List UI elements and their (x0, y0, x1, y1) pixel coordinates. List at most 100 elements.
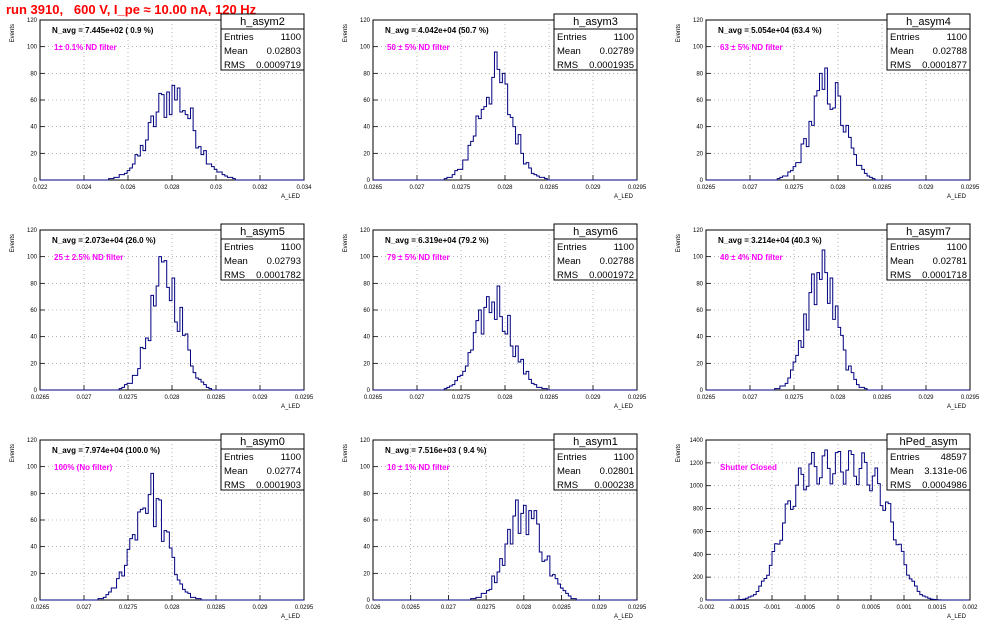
x-tick-label: 0.0275 (119, 395, 138, 401)
stats-label: Entries (557, 242, 587, 253)
x-tick-label: 0.027 (441, 605, 457, 611)
stats-label: Entries (224, 32, 254, 43)
stats-label: Mean (890, 466, 914, 477)
stats-title: h_asym1 (573, 436, 618, 448)
x-tick-label: 0.028 (164, 395, 180, 401)
y-tick-label: 60 (30, 308, 37, 314)
x-tick-label: 0.029 (585, 395, 601, 401)
stats-value: 1100 (947, 242, 967, 253)
x-tick-label: 0.029 (918, 395, 934, 401)
x-tick-label: 0.026 (120, 185, 136, 191)
x-tick-label: 0.0265 (697, 395, 716, 401)
y-tick-label: 60 (363, 308, 370, 314)
histogram-h_asym5: 0.0265 0.027 0.0275 0.028 0.0285 0.029 0.0295 0… (10, 223, 314, 410)
stats-box (220, 433, 305, 491)
x-tick-label: 0.027 (76, 395, 92, 401)
stats-value: 1100 (614, 242, 634, 253)
stats-value: 0.0001718 (922, 270, 967, 281)
y-tick-label: 80 (30, 491, 37, 497)
x-axis-label: A_LED (947, 194, 967, 200)
y-tick-label: 40 (696, 335, 703, 341)
filter-label: 63 ± 5% ND filter (720, 43, 783, 52)
y-tick-label: 200 (693, 575, 704, 581)
x-tick-label: 0.029 (252, 395, 268, 401)
y-tick-label: 60 (30, 518, 37, 524)
x-tick-label: 0.028 (164, 605, 180, 611)
x-tick-label: 0.03 (210, 185, 222, 191)
stats-box (886, 223, 971, 281)
x-tick-label: 0.027 (76, 605, 92, 611)
stats-value: 0.02788 (600, 256, 634, 267)
x-tick-label: 0.0285 (873, 395, 892, 401)
y-tick-label: 20 (363, 151, 370, 157)
stats-value: 1100 (614, 452, 634, 463)
x-tick-label: 0.0285 (552, 605, 571, 611)
histogram-h_asym4: 0.0265 0.027 0.0275 0.028 0.0285 0.029 0.0295 0… (676, 13, 980, 200)
stats-value: 1100 (281, 32, 301, 43)
filter-label: 40 ± 4% ND filter (720, 253, 783, 262)
histogram-series (373, 499, 637, 601)
y-tick-label: 80 (363, 71, 370, 77)
y-tick-label: 20 (363, 571, 370, 577)
y-tick-label: 20 (30, 361, 37, 367)
x-tick-label: 0.0295 (961, 185, 980, 191)
x-tick-label: -0.0015 (729, 605, 750, 611)
stats-label: RMS (224, 270, 245, 281)
stats-value: 0.02801 (600, 466, 634, 477)
x-tick-label: 0.0275 (785, 185, 804, 191)
y-axis-label: Events (676, 444, 682, 462)
stats-label: Mean (890, 256, 914, 267)
y-axis-label: Events (10, 444, 16, 462)
y-axis-label: Events (676, 234, 682, 252)
stats-label: Entries (224, 452, 254, 463)
x-tick-label: 0.0295 (628, 395, 647, 401)
stats-label: RMS (557, 480, 578, 491)
stats-value: 0.02788 (933, 46, 967, 57)
navg-label: N_avg = 7.445e+02 ( 0.9 %) (52, 26, 154, 35)
x-tick-label: 0.0275 (477, 605, 496, 611)
y-tick-label: 100 (27, 45, 38, 51)
x-tick-label: 0.0265 (697, 185, 716, 191)
stats-value: 0.0009719 (256, 60, 301, 71)
stats-label: RMS (890, 480, 911, 491)
stats-value: 0.0001782 (256, 270, 301, 281)
y-axis-label: Events (343, 24, 349, 42)
x-axis-label: A_LED (281, 614, 301, 620)
y-tick-label: 80 (363, 491, 370, 497)
x-tick-label: 0.0275 (785, 395, 804, 401)
x-tick-label: 0.0015 (928, 605, 947, 611)
stats-label: RMS (890, 270, 911, 281)
stats-value: 3.131e-06 (924, 466, 967, 477)
x-tick-label: 0.029 (585, 185, 601, 191)
stats-label: Mean (224, 256, 248, 267)
x-tick-label: -0.002 (697, 605, 715, 611)
stats-title: h_asym0 (240, 436, 285, 448)
stats-value: 0.0004986 (922, 480, 967, 491)
histogram-series (706, 67, 970, 181)
stats-label: Entries (890, 32, 920, 43)
y-tick-label: 60 (363, 98, 370, 104)
stats-box (553, 13, 638, 71)
stats-label: Mean (557, 466, 581, 477)
y-tick-label: 0 (700, 388, 704, 394)
x-tick-label: 0.001 (896, 605, 912, 611)
x-tick-label: 0.0265 (31, 605, 50, 611)
y-tick-label: 60 (696, 308, 703, 314)
y-tick-label: 40 (363, 125, 370, 131)
x-tick-label: 0.0275 (119, 605, 138, 611)
y-tick-label: 40 (30, 545, 37, 551)
y-tick-label: 120 (27, 438, 38, 444)
histogram-series (373, 285, 637, 391)
stats-value: 0.0001935 (589, 60, 634, 71)
x-tick-label: 0.0285 (207, 605, 226, 611)
stats-value: 48597 (941, 452, 967, 463)
x-tick-label: 0.0005 (862, 605, 881, 611)
y-axis-label: Events (343, 234, 349, 252)
x-tick-label: 0.0295 (295, 605, 314, 611)
y-tick-label: 60 (363, 518, 370, 524)
stats-value: 0.0001877 (922, 60, 967, 71)
x-tick-label: 0.0265 (31, 395, 50, 401)
stats-box (886, 433, 971, 491)
y-tick-label: 400 (693, 552, 704, 558)
y-tick-label: 40 (363, 545, 370, 551)
